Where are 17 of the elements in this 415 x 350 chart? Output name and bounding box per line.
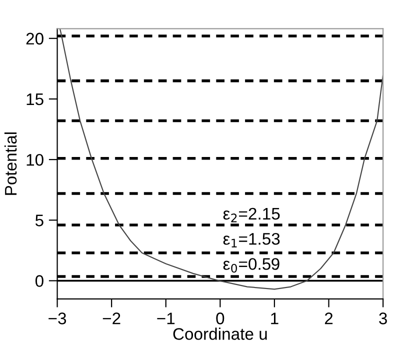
y-tick-label: 10 [26,154,44,166]
x-tick-label: 0 [216,312,224,324]
y-tick-label: 15 [26,94,44,106]
x-tick-label: −3 [48,312,66,324]
y-axis-title: Potential [4,132,17,195]
annotation: ε$_{0}$=0.59 [223,258,280,273]
y-tick-label: 5 [35,214,44,226]
x-tick-label: 1 [271,312,278,324]
x-tick-label: 2 [324,312,333,324]
annotation: ε$_{2}$=2.15 [223,208,280,222]
y-tick-label: 0 [35,275,44,287]
y-tick-label: 20 [26,32,44,45]
x-axis-title: Coordinate u [173,328,267,340]
x-tick-label: 3 [379,312,387,324]
x-tick-label: −1 [157,312,175,324]
annotation: ε$_{1}$=1.53 [223,232,280,248]
x-tick-label: −2 [102,312,120,324]
